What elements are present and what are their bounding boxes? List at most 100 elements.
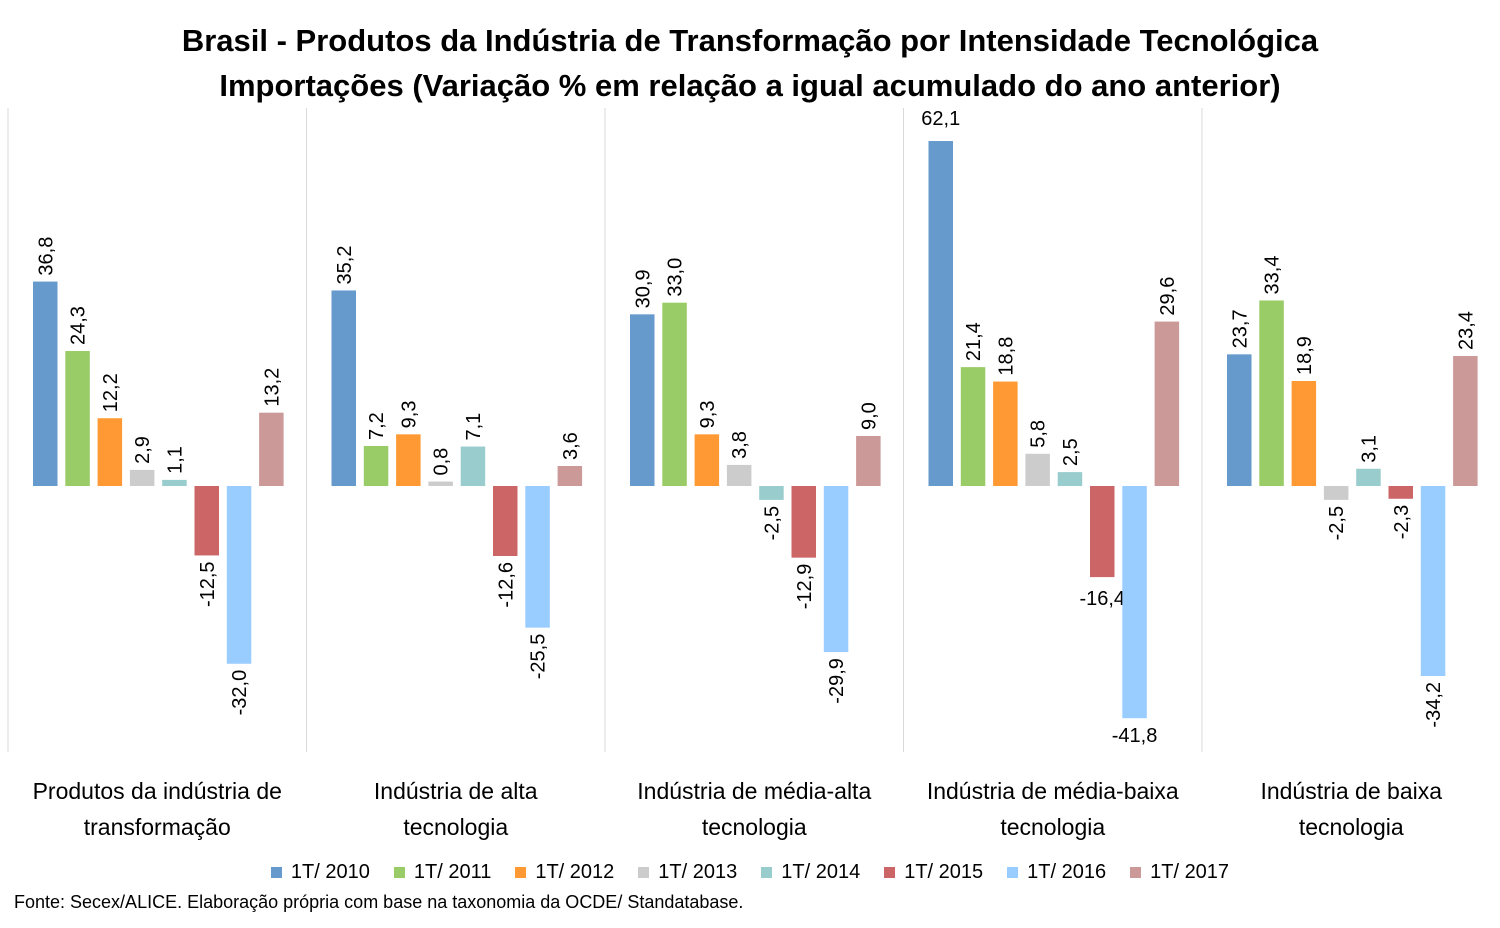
legend-item: 1T/ 2014: [761, 861, 860, 884]
data-label: -12,9: [794, 564, 816, 610]
bar: [97, 418, 123, 486]
data-label: 36,8: [35, 237, 57, 276]
legend-label: 1T/ 2011: [413, 860, 492, 883]
bar: [396, 434, 421, 486]
legend-item: 1T/ 2015: [884, 861, 983, 884]
data-label: 2,5: [1060, 438, 1082, 466]
legend-swatch: [270, 866, 282, 878]
legend-item: 1T/ 2017: [1130, 861, 1229, 884]
bar: [1154, 321, 1180, 486]
data-label: 7,2: [366, 412, 388, 440]
legend-swatch: [515, 866, 527, 878]
bar: [428, 481, 453, 486]
bar: [791, 486, 816, 558]
bar: [856, 436, 881, 486]
category-label: tecnologia: [1299, 814, 1404, 840]
category-label: Indústria de média-baixa: [927, 778, 1179, 804]
bar: [259, 412, 284, 486]
bar: [525, 486, 550, 628]
bar: [1453, 356, 1478, 486]
data-label: 13,2: [261, 368, 283, 407]
bar: [662, 302, 687, 486]
chart-title: Brasil - Produtos da Indústria de Transf…: [0, 18, 1500, 108]
data-label: 3,8: [729, 431, 751, 459]
legend: 1T/ 2010 1T/ 2011 1T/ 2012 1T/ 2013 1T/ 2014…: [0, 858, 1500, 886]
data-label: -12,5: [197, 561, 219, 607]
bar: [993, 381, 1018, 486]
bar: [194, 486, 219, 556]
chart-title-line-1: Brasil - Produtos da Indústria de Transf…: [181, 23, 1319, 58]
bar: [630, 314, 655, 486]
data-label: -34,2: [1423, 682, 1445, 728]
data-label: -12,6: [495, 562, 517, 608]
bar: [226, 486, 252, 664]
category-label: Produtos da indústria de: [33, 778, 282, 804]
data-label: -41,8: [1112, 725, 1158, 747]
legend-label: 1T/ 2013: [658, 860, 738, 883]
legend-swatch: [1007, 866, 1019, 878]
data-label: 33,0: [665, 258, 687, 297]
data-label: 62,1: [921, 108, 960, 130]
category-label: Indústria de alta: [374, 778, 538, 804]
category-label: Indústria de baixa: [1260, 778, 1442, 804]
legend-item: 1T/ 2016: [1007, 861, 1106, 884]
bar: [1025, 453, 1050, 486]
data-label: 7,1: [463, 413, 485, 441]
bar: [557, 466, 583, 486]
bar: [162, 479, 187, 486]
data-label: 3,6: [560, 432, 582, 460]
bar: [1122, 486, 1147, 719]
data-label: -25,5: [528, 634, 550, 680]
legend-swatch: [1130, 866, 1142, 878]
category-label: tecnologia: [702, 814, 807, 840]
legend-swatch: [884, 866, 896, 878]
bar: [1259, 300, 1284, 486]
bar: [1356, 468, 1381, 486]
legend-item: 1T/ 2010: [270, 860, 370, 884]
bar: [331, 290, 356, 486]
legend-item: 1T/ 2012: [515, 861, 614, 884]
legend-label: 1T/ 2012: [535, 860, 615, 883]
bar: [129, 469, 155, 486]
legend-swatch: [393, 866, 405, 878]
data-label: -2,5: [761, 506, 783, 540]
data-label: -29,9: [826, 658, 848, 704]
bar: [1090, 486, 1115, 578]
bar: [960, 367, 986, 486]
data-label: 21,4: [963, 322, 985, 361]
bar: [726, 464, 752, 486]
data-label: 29,6: [1157, 277, 1179, 316]
bar: [65, 351, 90, 486]
data-label: 24,3: [68, 306, 90, 345]
data-label: 5,8: [1028, 420, 1050, 448]
data-label: 23,7: [1229, 309, 1251, 348]
bar: [694, 434, 720, 486]
bar: [493, 486, 518, 556]
bar: [1388, 486, 1413, 499]
bar: [823, 486, 849, 653]
legend-label: 1T/ 2010: [290, 860, 370, 883]
legend-swatch: [638, 866, 650, 878]
data-label: 23,4: [1455, 311, 1477, 350]
data-label: 3,1: [1358, 435, 1380, 463]
legend-label: 1T/ 2015: [904, 860, 984, 883]
bar: [1420, 486, 1446, 676]
data-label: -2,3: [1391, 505, 1413, 539]
data-label: -16,4: [1079, 588, 1125, 610]
source-note: Fonte: Secex/ALICE. Elaboração própria c…: [14, 892, 744, 912]
bar: [1057, 472, 1083, 486]
data-label: 2,9: [132, 436, 154, 464]
data-label: 33,4: [1262, 256, 1284, 295]
legend-label: 1T/ 2017: [1150, 860, 1230, 883]
data-label: 9,3: [398, 401, 420, 429]
data-label: 30,9: [632, 269, 654, 308]
category-label: Indústria de média-alta: [637, 778, 871, 804]
data-label: 12,2: [100, 373, 122, 412]
data-label: 1,1: [164, 446, 186, 474]
bar: [759, 486, 784, 500]
data-label: 18,8: [995, 337, 1017, 376]
data-label: -2,5: [1326, 506, 1348, 540]
bar: [1227, 354, 1252, 486]
bar: [928, 141, 953, 487]
